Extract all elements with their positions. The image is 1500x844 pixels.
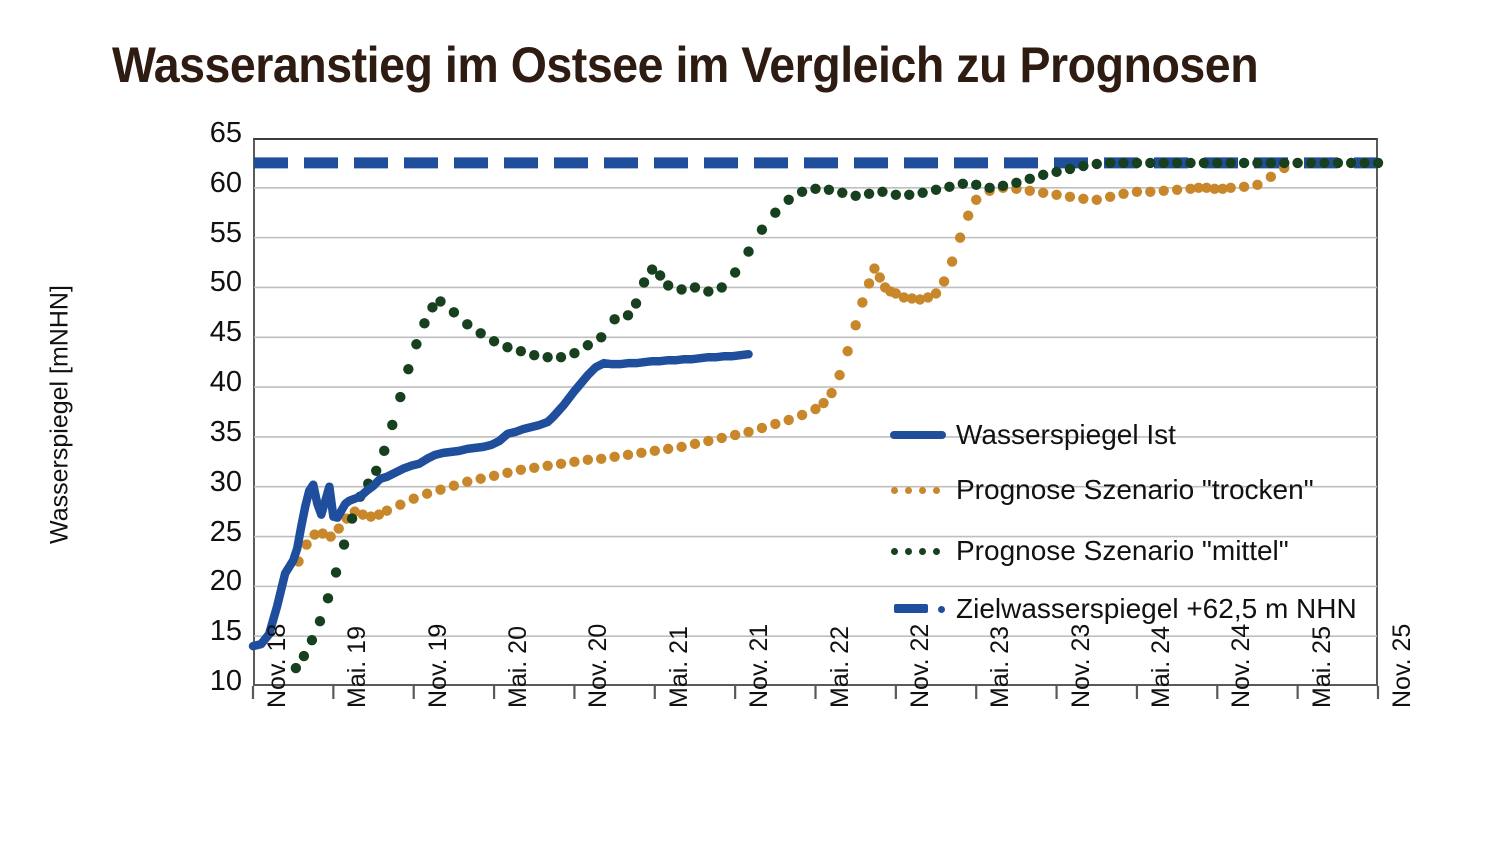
x-tick-label: Nov. 24 [1227, 623, 1256, 708]
x-tick-label: Mai. 21 [664, 626, 693, 708]
y-tick-label: 50 [209, 266, 242, 299]
legend-label: Zielwasserspiegel +62,5 m NHN [956, 593, 1357, 624]
x-tick-label: Mai. 24 [1146, 626, 1175, 708]
x-tick-label: Nov. 20 [584, 623, 613, 708]
x-tick-label: Mai. 19 [343, 626, 372, 708]
legend-item-1[interactable]: Prognose Szenario "trocken" [890, 474, 1314, 506]
y-axis-label: Wasserspiegel [mNHN] [45, 285, 74, 544]
y-tick-label: 40 [209, 366, 242, 399]
x-tick-label: Nov. 21 [745, 623, 774, 708]
x-tick-label: Mai. 22 [825, 626, 854, 708]
legend-item-3[interactable]: Zielwasserspiegel +62,5 m NHN [890, 593, 1357, 625]
y-axis-tick-labels: 10 15 20 25 30 35 40 45 50 55 60 65 [182, 0, 242, 844]
x-tick-label: Mai. 23 [986, 626, 1015, 708]
y-tick-label: 65 [209, 117, 242, 149]
y-tick-label: 10 [209, 665, 242, 697]
x-tick-label: Nov. 25 [1388, 623, 1416, 708]
legend-label: Prognose Szenario "mittel" [956, 535, 1289, 566]
legend-item-2[interactable]: Prognose Szenario "mittel" [890, 535, 1289, 567]
x-tick-label: Nov. 23 [1066, 623, 1095, 708]
legend-swatch-icon [890, 595, 946, 623]
legend-label: Wasserspiegel Ist [956, 419, 1176, 450]
y-tick-label: 20 [209, 565, 242, 598]
chart-title: Wasseranstieg im Ostsee im Vergleich zu … [112, 37, 1259, 93]
y-tick-label: 15 [209, 615, 242, 648]
y-tick-label: 45 [209, 316, 242, 349]
y-tick-label: 55 [209, 216, 242, 249]
legend-item-0[interactable]: Wasserspiegel Ist [890, 419, 1176, 451]
y-tick-label: 35 [209, 415, 242, 448]
x-tick-label: Mai. 25 [1307, 626, 1336, 708]
x-tick-label: Mai. 20 [504, 626, 533, 708]
legend-swatch-icon [890, 537, 946, 565]
legend-label: Prognose Szenario "trocken" [956, 474, 1314, 505]
y-tick-label: 25 [209, 515, 242, 548]
legend-swatch-icon [890, 421, 946, 449]
y-tick-label: 30 [209, 465, 242, 498]
x-tick-label: Nov. 18 [263, 623, 291, 708]
x-tick-label: Nov. 19 [423, 623, 452, 708]
legend-swatch-icon [890, 476, 946, 504]
x-tick-label: Nov. 22 [905, 623, 934, 708]
y-tick-label: 60 [209, 166, 242, 199]
